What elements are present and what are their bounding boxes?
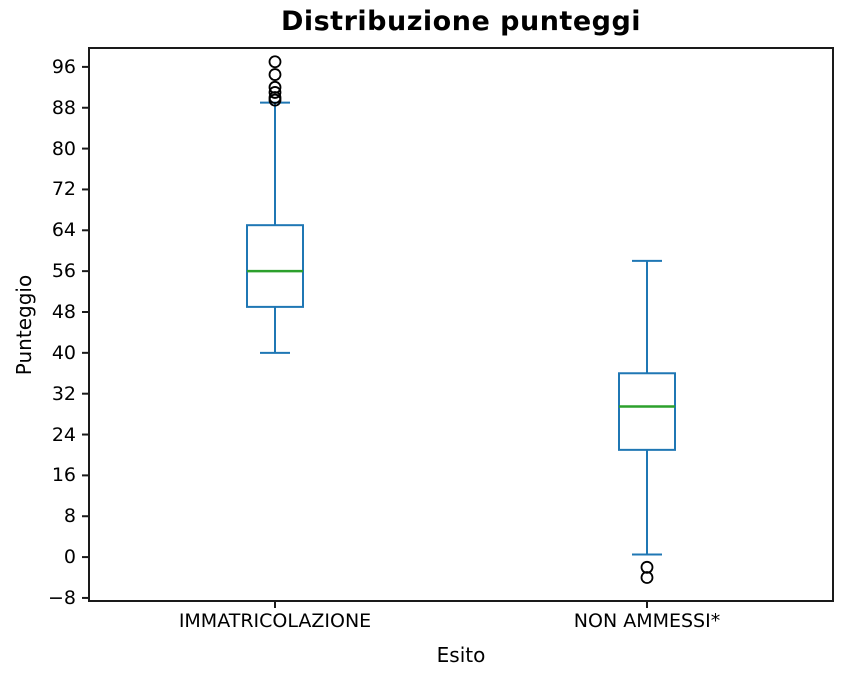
y-tick-label: 88	[51, 96, 76, 119]
y-tick-label: 72	[51, 178, 76, 201]
y-tick-label: 16	[51, 464, 76, 487]
x-tick-label-1: IMMATRICOLAZIONE	[178, 610, 372, 632]
chart-title: Distribuzione punteggi	[280, 6, 642, 37]
iqr-box	[618, 372, 676, 451]
y-tick-label: 8	[63, 505, 76, 528]
outlier-marker	[268, 80, 282, 94]
y-tick-label: −8	[47, 586, 76, 609]
y-tick-label: 40	[51, 341, 76, 364]
y-tick-label: 80	[51, 137, 76, 160]
y-tick-label: 64	[51, 219, 76, 242]
outlier-marker	[268, 86, 282, 99]
x-axis-label: Esito	[436, 643, 486, 667]
x-tick-label-2: NON AMMESSI*	[573, 610, 721, 632]
iqr-box	[246, 224, 304, 308]
y-tick-label: 32	[51, 382, 76, 405]
y-tick-label: 0	[63, 546, 76, 569]
outlier-marker	[268, 68, 282, 81]
y-tick-label: 48	[51, 300, 76, 323]
plot-frame	[88, 47, 834, 602]
y-tick-label: 56	[51, 260, 76, 283]
y-tick-label: 24	[51, 423, 76, 446]
y-tick-label: 96	[51, 55, 76, 78]
outlier-marker	[640, 571, 654, 584]
outlier-marker	[268, 55, 282, 69]
